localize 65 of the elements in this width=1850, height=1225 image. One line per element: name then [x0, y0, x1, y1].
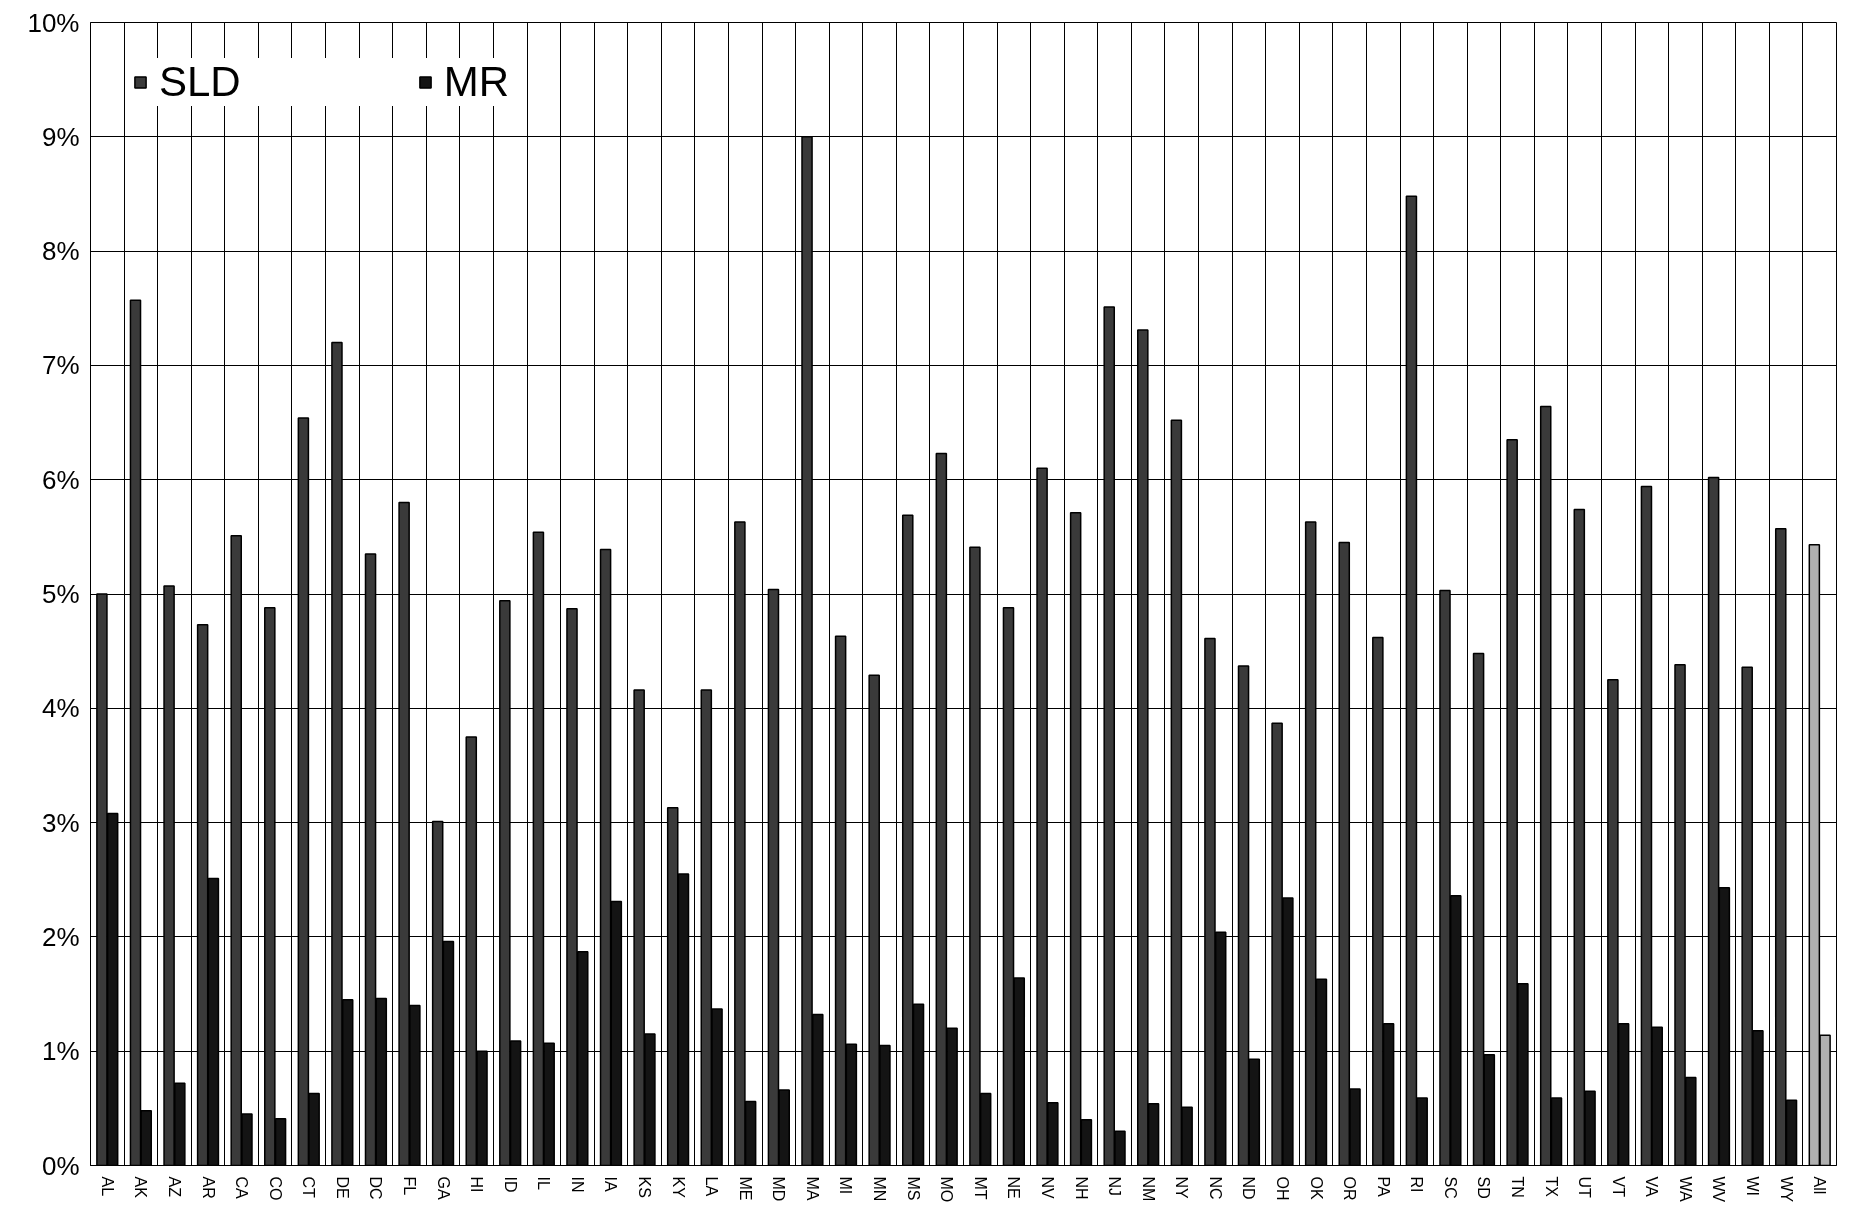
- x-tick-label: KS: [636, 1176, 654, 1198]
- legend-label: MR: [443, 58, 510, 106]
- x-tick-label: SC: [1441, 1176, 1459, 1199]
- x-tick-label: MD: [770, 1176, 788, 1202]
- y-tick-label: 10%: [27, 7, 80, 38]
- x-tick-label: ND: [1240, 1176, 1258, 1200]
- x-tick-label: UT: [1576, 1176, 1594, 1199]
- x-tick-label: TN: [1509, 1176, 1527, 1198]
- x-tick-label: KY: [669, 1176, 687, 1199]
- x-tick-label: NM: [1139, 1176, 1157, 1202]
- x-tick-label: NY: [1173, 1176, 1191, 1200]
- x-tick-label: MI: [837, 1176, 855, 1195]
- y-tick-label: 7%: [41, 350, 80, 381]
- x-tick-label: CT: [300, 1176, 318, 1199]
- x-tick-label: IN: [568, 1176, 586, 1193]
- x-tick-label: All: [1811, 1176, 1829, 1195]
- x-tick-label: SD: [1475, 1176, 1493, 1199]
- y-tick-label: 5%: [41, 579, 80, 609]
- x-tick-label: FL: [400, 1176, 418, 1196]
- x-tick-label: OK: [1307, 1176, 1325, 1200]
- y-tick-label: 6%: [41, 464, 80, 495]
- x-tick-label: DE: [333, 1176, 351, 1199]
- x-tick-label: NC: [1206, 1176, 1224, 1200]
- y-tick-label: 4%: [41, 693, 80, 724]
- x-tick-label: IA: [602, 1176, 620, 1192]
- x-tick-label: PA: [1374, 1176, 1392, 1197]
- x-tick-label: IL: [535, 1176, 553, 1190]
- x-tick-label: MS: [904, 1176, 922, 1201]
- x-tick-label: ME: [736, 1176, 754, 1201]
- y-tick-label: 3%: [41, 807, 80, 838]
- x-tick-label: AZ: [165, 1176, 183, 1198]
- x-tick-label: WY: [1777, 1176, 1795, 1203]
- x-tick-label: WV: [1710, 1176, 1728, 1203]
- x-tick-label: WI: [1744, 1176, 1762, 1197]
- y-tick-label: 1%: [41, 1036, 80, 1067]
- x-tick-label: NJ: [1106, 1176, 1124, 1197]
- x-tick-label: AR: [199, 1176, 217, 1199]
- x-tick-label: OH: [1273, 1176, 1291, 1201]
- x-tick-label: TX: [1542, 1176, 1560, 1198]
- x-tick-label: LA: [703, 1176, 721, 1197]
- y-tick-label: 8%: [41, 236, 80, 267]
- x-tick-label: CA: [233, 1176, 251, 1200]
- x-tick-label: WA: [1676, 1176, 1694, 1203]
- legend-label: SLD: [159, 58, 241, 106]
- x-tick-label: MN: [871, 1176, 889, 1202]
- x-tick-label: AL: [98, 1176, 116, 1197]
- x-tick-label: VT: [1609, 1176, 1627, 1198]
- y-tick-label: 2%: [41, 921, 80, 952]
- x-tick-label: VA: [1643, 1176, 1661, 1197]
- x-tick-label: MO: [938, 1176, 956, 1203]
- x-tick-label: NH: [1072, 1176, 1090, 1200]
- x-tick-label: MT: [971, 1176, 989, 1200]
- y-tick-label: 9%: [41, 121, 80, 152]
- x-tick-label: RI: [1408, 1176, 1426, 1193]
- x-tick-label: DC: [367, 1176, 385, 1200]
- x-tick-label: HI: [468, 1176, 486, 1193]
- x-tick-label: NE: [1005, 1176, 1023, 1199]
- x-tick-label: MA: [803, 1176, 821, 1201]
- y-tick-label: 0%: [41, 1150, 80, 1181]
- x-tick-label: GA: [434, 1176, 452, 1200]
- x-tick-label: NV: [1038, 1176, 1056, 1200]
- x-tick-label: AK: [132, 1176, 150, 1199]
- x-tick-label: OR: [1341, 1176, 1359, 1201]
- x-tick-label: CO: [266, 1176, 284, 1201]
- x-tick-label: ID: [501, 1176, 519, 1193]
